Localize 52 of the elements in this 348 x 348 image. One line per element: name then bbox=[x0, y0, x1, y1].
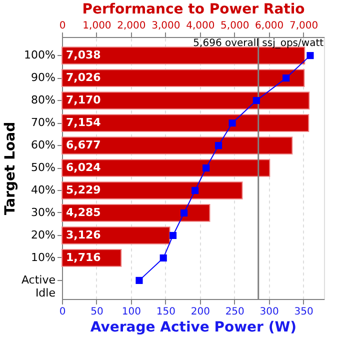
x2-tick-label: 1,000 bbox=[82, 20, 112, 32]
x-tick-label: 300 bbox=[260, 306, 279, 318]
point bbox=[282, 74, 290, 82]
data-label: 7,170 bbox=[66, 94, 102, 107]
x-tick-label: 200 bbox=[190, 306, 210, 318]
y-tick-label: 80% bbox=[31, 94, 56, 107]
y-tick-label: 10% bbox=[31, 250, 56, 264]
x-axis-title: Average Active Power (W) bbox=[90, 320, 297, 336]
x-tick-label: 250 bbox=[225, 306, 244, 318]
ref-line-label: 5,696 overall ssj_ops/watt bbox=[193, 38, 324, 49]
x2-axis-title: Performance to Power Ratio bbox=[82, 2, 306, 18]
point bbox=[180, 209, 188, 217]
point bbox=[169, 232, 177, 240]
data-label: 1,716 bbox=[66, 250, 102, 264]
x2-tick-label: 0 bbox=[59, 20, 66, 32]
y-tick-label: 50% bbox=[31, 161, 56, 174]
x2-tick-label: 4,000 bbox=[186, 20, 215, 32]
y-tick-label: 20% bbox=[31, 228, 56, 242]
x2-tick-label: 2,000 bbox=[117, 20, 146, 32]
data-label: 5,229 bbox=[66, 183, 101, 196]
y-tick-label: 30% bbox=[31, 206, 56, 219]
point bbox=[228, 119, 236, 127]
data-label: 7,038 bbox=[66, 48, 101, 62]
data-label: 6,677 bbox=[66, 138, 101, 152]
point bbox=[160, 254, 167, 262]
point bbox=[192, 186, 199, 194]
data-label: 6,024 bbox=[66, 161, 102, 174]
y-tick-label: 90% bbox=[31, 71, 56, 84]
y-tick-label: Active Idle bbox=[21, 273, 56, 300]
y-tick-label: 70% bbox=[31, 116, 56, 130]
y-tick-label: 100% bbox=[24, 48, 56, 62]
x-tick-label: 150 bbox=[156, 306, 176, 318]
data-label: 7,154 bbox=[66, 116, 102, 130]
point bbox=[306, 52, 314, 60]
x2-tick-label: 3,000 bbox=[152, 20, 180, 32]
x-tick-label: 350 bbox=[294, 306, 314, 318]
point bbox=[202, 164, 210, 172]
x2-tick-label: 7,000 bbox=[289, 20, 318, 32]
x-tick-label: 100 bbox=[122, 306, 141, 318]
data-label: 4,285 bbox=[66, 206, 101, 219]
y-axis-title: Target Load bbox=[2, 122, 18, 216]
y-tick-label: 60% bbox=[31, 138, 56, 152]
data-label: 3,126 bbox=[66, 228, 102, 242]
x2-tick-label: 5,000 bbox=[220, 20, 250, 32]
point bbox=[136, 276, 143, 284]
data-label: 7,026 bbox=[66, 71, 102, 84]
y-tick-label: 40% bbox=[31, 183, 56, 196]
x-tick-label: 50 bbox=[90, 306, 104, 318]
point bbox=[214, 142, 222, 150]
x-tick-label: 0 bbox=[59, 306, 66, 318]
point bbox=[252, 96, 260, 104]
x2-tick-label: 6,000 bbox=[255, 20, 284, 32]
